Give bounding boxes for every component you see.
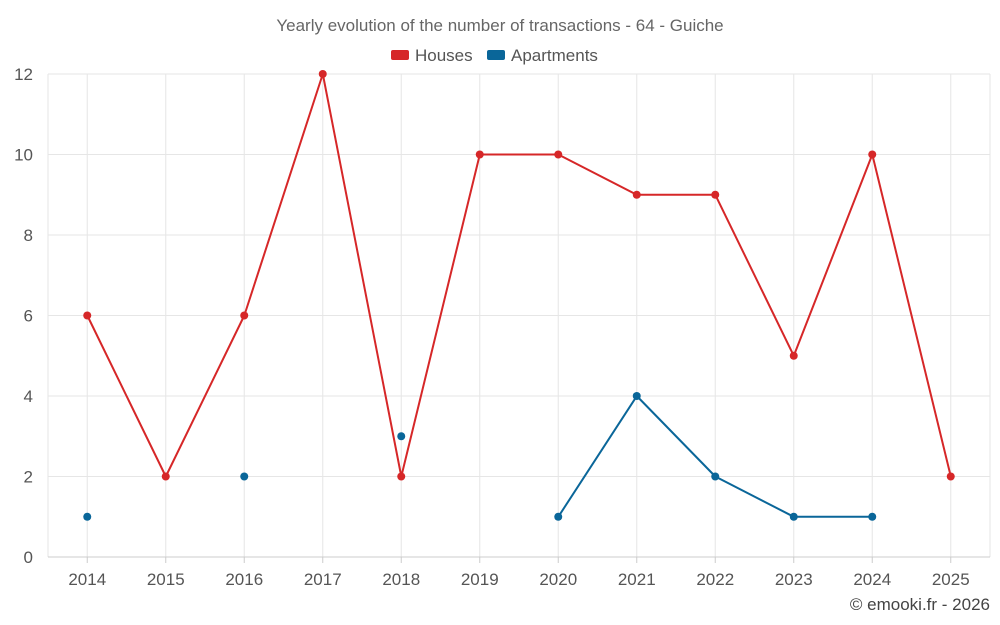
legend-item-houses[interactable]: Houses bbox=[391, 46, 473, 65]
series bbox=[83, 70, 955, 521]
series-line-houses-0 bbox=[86, 73, 952, 478]
data-point-apartments-2014[interactable] bbox=[83, 512, 92, 521]
data-point-apartments-2022[interactable] bbox=[711, 472, 720, 481]
y-tick-label-2: 2 bbox=[24, 468, 33, 487]
data-point-apartments-2018[interactable] bbox=[397, 432, 406, 441]
data-point-apartments-2021[interactable] bbox=[632, 392, 641, 400]
x-tick-label-2024: 2024 bbox=[853, 570, 891, 589]
x-tick-label-2025: 2025 bbox=[932, 570, 970, 589]
data-point-houses-2023[interactable] bbox=[789, 351, 798, 360]
legend-label-apartments: Apartments bbox=[511, 46, 598, 65]
legend: Houses Apartments bbox=[391, 46, 598, 65]
data-point-houses-2015[interactable] bbox=[161, 472, 170, 481]
data-point-houses-2014[interactable] bbox=[83, 311, 92, 320]
data-point-houses-2021[interactable] bbox=[632, 190, 641, 199]
data-point-apartments-2020[interactable] bbox=[554, 512, 563, 521]
axes: 0 2 4 6 8 10 12 2014 2015 2016 2017 2018 2019 2020 202… bbox=[14, 65, 991, 589]
y-tick-label-0: 0 bbox=[24, 548, 33, 567]
x-tick-label-2014: 2014 bbox=[68, 570, 106, 589]
y-tick-label-8: 8 bbox=[24, 226, 33, 245]
legend-label-houses: Houses bbox=[415, 46, 473, 65]
credit-text: © emooki.fr - 2026 bbox=[850, 595, 990, 614]
legend-item-apartments[interactable]: Apartments bbox=[487, 46, 598, 65]
chart-title: Yearly evolution of the number of transa… bbox=[276, 16, 723, 35]
x-tick-label-2015: 2015 bbox=[147, 570, 185, 589]
x-tick-label-2017: 2017 bbox=[304, 570, 342, 589]
data-point-houses-2019[interactable] bbox=[475, 150, 484, 159]
grid bbox=[48, 73, 990, 557]
x-tick-label-2022: 2022 bbox=[696, 570, 734, 589]
x-tick-label-2018: 2018 bbox=[382, 570, 420, 589]
data-point-houses-2018[interactable] bbox=[397, 472, 406, 481]
y-tick-label-6: 6 bbox=[24, 307, 33, 326]
data-point-apartments-2023[interactable] bbox=[789, 512, 798, 521]
y-tick-label-4: 4 bbox=[24, 387, 33, 406]
legend-swatch-apartments bbox=[487, 50, 505, 60]
data-point-apartments-2024[interactable] bbox=[868, 512, 877, 521]
x-tick-label-2021: 2021 bbox=[618, 570, 656, 589]
series-apartments bbox=[83, 392, 877, 521]
data-point-houses-2022[interactable] bbox=[711, 190, 720, 199]
y-tick-label-10: 10 bbox=[14, 146, 33, 165]
y-tick-label-12: 12 bbox=[14, 65, 33, 84]
legend-swatch-houses bbox=[391, 50, 409, 60]
data-point-houses-2024[interactable] bbox=[868, 150, 877, 159]
data-point-houses-2016[interactable] bbox=[240, 311, 249, 320]
data-point-houses-2017[interactable] bbox=[318, 70, 327, 78]
x-tick-label-2023: 2023 bbox=[775, 570, 813, 589]
series-houses bbox=[83, 70, 955, 481]
x-tick-label-2020: 2020 bbox=[539, 570, 577, 589]
data-point-houses-2025[interactable] bbox=[946, 472, 955, 481]
x-tick-label-2019: 2019 bbox=[461, 570, 499, 589]
data-point-houses-2020[interactable] bbox=[554, 150, 563, 159]
data-point-apartments-2016[interactable] bbox=[240, 472, 249, 481]
x-tick-label-2016: 2016 bbox=[225, 570, 263, 589]
